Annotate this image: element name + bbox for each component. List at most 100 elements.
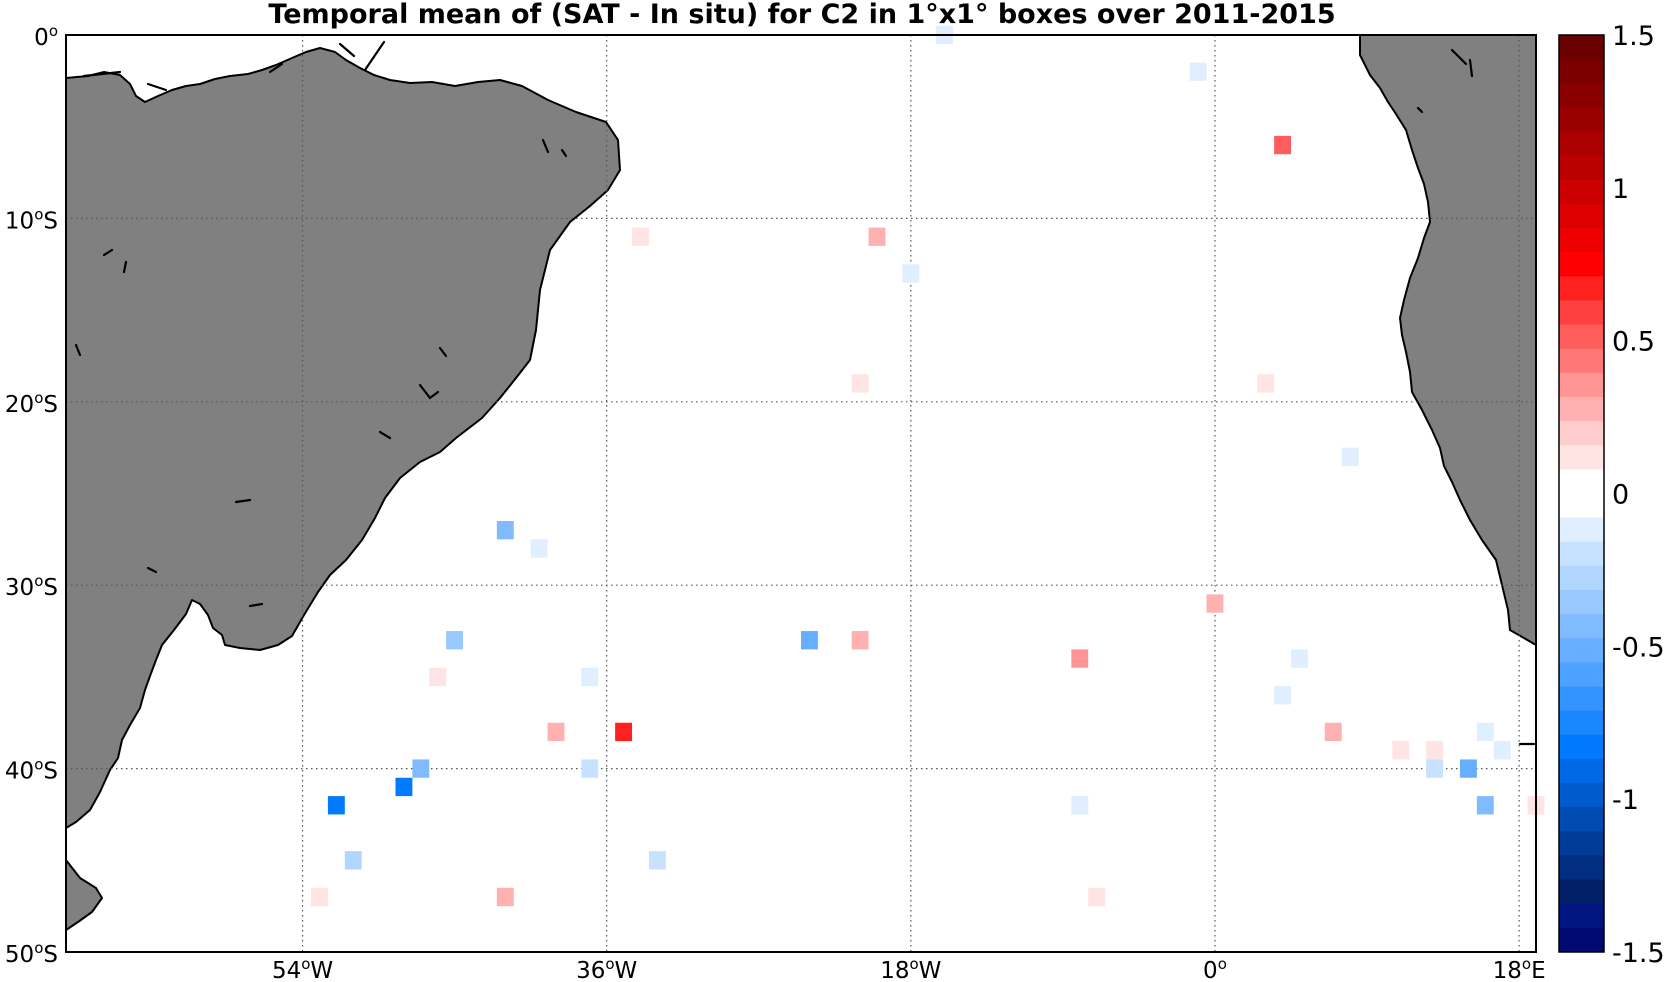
colorbar-steps <box>1559 35 1604 953</box>
colorbar-step <box>1559 565 1604 591</box>
map-frame <box>65 34 1537 953</box>
data-cell <box>581 759 599 778</box>
data-cell <box>632 227 649 246</box>
x-tick-label: 54oW <box>272 955 333 982</box>
colorbar-step <box>1559 831 1604 856</box>
colorbar-step <box>1559 927 1604 953</box>
data-cell <box>1341 447 1359 466</box>
coastline-details <box>74 40 1536 746</box>
graticule <box>66 35 1536 952</box>
colorbar-step <box>1559 783 1604 808</box>
colorbar-step <box>1559 469 1604 494</box>
data-cell <box>1476 722 1494 742</box>
data-cell <box>648 851 666 870</box>
data-cell <box>1274 686 1291 705</box>
x-tick-label: 0o <box>1203 955 1227 982</box>
data-cell <box>344 851 362 870</box>
colorbar-step <box>1559 396 1604 422</box>
colorbar-step <box>1559 35 1604 60</box>
x-tick-label: 18oE <box>1493 955 1546 982</box>
data-cell <box>1088 887 1106 907</box>
colorbar-step <box>1559 348 1604 374</box>
data-cell <box>530 539 548 558</box>
data-cell <box>851 631 869 650</box>
colorbar-step <box>1559 614 1604 639</box>
data-cell <box>1324 722 1342 742</box>
colorbar-label: 1.5 <box>1612 21 1655 52</box>
data-cell <box>547 722 565 742</box>
colorbar-step <box>1559 59 1604 84</box>
colorbar-step <box>1559 662 1604 688</box>
colorbar-step <box>1559 252 1604 277</box>
colorbar-frame <box>1558 34 1605 953</box>
data-cell <box>412 759 430 778</box>
data-cell <box>1189 62 1207 81</box>
data-cell <box>868 227 886 246</box>
data-cells <box>311 25 1545 907</box>
map-title: Temporal mean of (SAT - In situ) for C2 … <box>268 0 1335 30</box>
colorbar-label: 1 <box>1612 174 1629 205</box>
south-america-landmass <box>65 47 621 829</box>
map-area <box>65 25 1545 953</box>
data-cell <box>395 777 413 797</box>
colorbar-step <box>1559 421 1604 446</box>
colorbar-step <box>1559 710 1604 736</box>
x-tick-label: 36oW <box>576 955 637 982</box>
data-cell <box>1426 759 1444 778</box>
x-tick-label: 18oW <box>880 955 941 982</box>
y-tick-label: 30oS <box>5 572 58 601</box>
data-cell <box>801 631 818 650</box>
colorbar-step <box>1559 855 1604 881</box>
data-cell <box>615 722 633 742</box>
colorbar-step <box>1559 903 1604 929</box>
latitude-tick-labels: 0o 10oS 20oS 30oS 40oS 50oS <box>5 22 58 968</box>
colorbar-label: 0 <box>1612 480 1629 511</box>
y-tick-label: 10oS <box>5 205 58 234</box>
data-cell <box>1493 741 1511 760</box>
data-cell <box>311 887 328 907</box>
patagonia-tip <box>65 859 103 931</box>
data-cell <box>1459 759 1477 778</box>
colorbar-label: 0.5 <box>1612 327 1655 358</box>
data-cell <box>446 631 464 650</box>
data-cell <box>1291 649 1308 668</box>
data-cell <box>902 264 920 283</box>
data-cell <box>851 374 869 393</box>
y-tick-label: 40oS <box>5 756 58 785</box>
colorbar: 1.5 1 0.5 0 -0.5 -1 -1.5 <box>1558 21 1665 969</box>
data-cell <box>1206 594 1224 613</box>
colorbar-step <box>1559 107 1604 133</box>
data-cell <box>496 887 514 907</box>
colorbar-step <box>1559 324 1604 350</box>
colorbar-step <box>1559 758 1604 784</box>
colorbar-label: -0.5 <box>1612 632 1665 663</box>
colorbar-step <box>1559 445 1604 470</box>
colorbar-step <box>1559 131 1604 157</box>
data-cell <box>429 667 447 687</box>
data-cell <box>1071 796 1089 815</box>
data-cell <box>1274 135 1291 155</box>
colorbar-step <box>1559 638 1604 663</box>
data-cell <box>327 796 345 815</box>
data-cell <box>1392 741 1410 760</box>
data-cell <box>1071 649 1089 668</box>
colorbar-step <box>1559 276 1604 301</box>
data-cell <box>1426 741 1444 760</box>
colorbar-step <box>1559 879 1604 905</box>
colorbar-step <box>1559 541 1604 567</box>
data-cell <box>1257 374 1275 393</box>
colorbar-step <box>1559 686 1604 712</box>
colorbar-step <box>1559 179 1604 205</box>
colorbar-step <box>1559 83 1604 108</box>
colorbar-labels: 1.5 1 0.5 0 -0.5 -1 -1.5 <box>1612 21 1665 969</box>
y-tick-label: 20oS <box>5 389 58 418</box>
colorbar-step <box>1559 372 1604 398</box>
data-cell <box>1476 796 1494 815</box>
colorbar-label: -1.5 <box>1612 938 1665 969</box>
colorbar-label: -1 <box>1612 785 1639 816</box>
colorbar-step <box>1559 807 1604 832</box>
y-tick-label: 50oS <box>5 939 58 968</box>
colorbar-step <box>1559 734 1604 760</box>
colorbar-step <box>1559 300 1604 326</box>
